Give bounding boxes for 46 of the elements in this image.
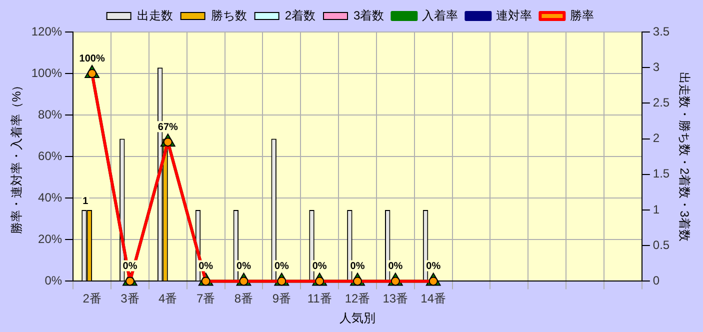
x-tick-label: 13番 xyxy=(382,292,408,306)
legend-label: 勝率 xyxy=(570,8,594,22)
data-label: 0% xyxy=(198,260,214,272)
data-label: 0% xyxy=(312,260,327,272)
x-tick-label: 14番 xyxy=(420,292,446,306)
legend-label: 3着数 xyxy=(354,8,384,22)
data-label: 0% xyxy=(388,260,403,272)
x-tick-label: 4番 xyxy=(158,292,178,306)
y2-tick-label: 1.5 xyxy=(652,166,670,181)
data-label: 0% xyxy=(236,260,252,272)
data-label: 67% xyxy=(158,122,178,133)
y-tick-label: 20% xyxy=(38,232,62,246)
data-label: 100% xyxy=(79,53,105,64)
y-tick-label: 40% xyxy=(38,190,62,204)
x-tick-label: 2番 xyxy=(82,292,102,306)
x-tick-label: 3番 xyxy=(120,292,140,306)
legend-label: 入着率 xyxy=(422,8,458,22)
y-tick-label: 100% xyxy=(31,66,62,80)
y2-tick-label: 2 xyxy=(652,131,660,146)
legend-label: 出走数 xyxy=(136,8,173,22)
data-label: 0% xyxy=(122,260,138,272)
y2-axis-title: 出走数・勝ち数・2着数・3着数 xyxy=(677,72,692,242)
y2-tick-label: 0.5 xyxy=(652,238,670,252)
legend-label: 連対率 xyxy=(496,8,532,22)
y-tick-label: 60% xyxy=(38,148,62,163)
y-tick-label: 0% xyxy=(44,274,62,288)
y2-tick-label: 2.5 xyxy=(652,96,670,110)
y-tick-label: 120% xyxy=(31,24,62,38)
y-axis-title: 勝率・連対率・入着率（%） xyxy=(10,79,24,234)
legend-label: 2着数 xyxy=(284,8,316,22)
y2-tick-label: 3 xyxy=(652,60,660,74)
x-tick-label: 7番 xyxy=(196,292,216,306)
x-tick-label: 12番 xyxy=(344,292,370,306)
y2-tick-label: 3.5 xyxy=(652,24,670,38)
data-label: 0% xyxy=(350,260,365,272)
x-tick-label: 8番 xyxy=(234,292,254,306)
legend-label: 勝ち数 xyxy=(210,8,247,22)
y2-tick-label: 1 xyxy=(652,202,660,216)
x-tick-label: 9番 xyxy=(272,292,292,306)
data-label: 0% xyxy=(274,260,289,272)
data-label: 1 xyxy=(82,196,89,207)
x-tick-label: 11番 xyxy=(307,292,332,306)
y2-tick-label: 0 xyxy=(652,274,660,288)
data-label: 0% xyxy=(426,260,441,272)
x-axis-title: 人気別 xyxy=(340,311,376,326)
y-tick-label: 80% xyxy=(38,107,62,122)
